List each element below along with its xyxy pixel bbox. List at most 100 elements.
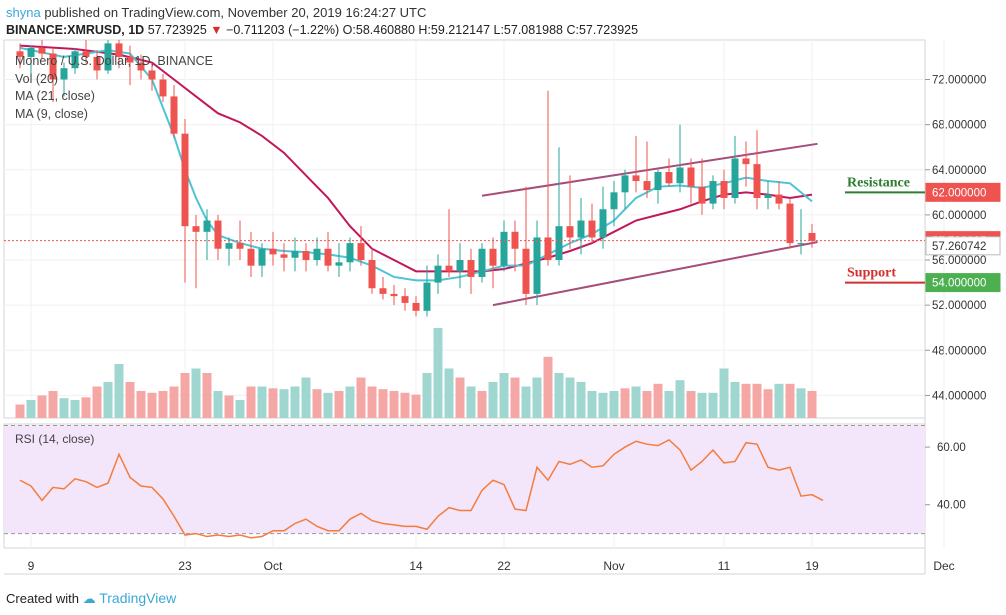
symbol-name: BINANCE:XMRUSD, 1D (6, 23, 145, 37)
publish-text: published on TradingView.com, November 2… (44, 5, 427, 20)
price-tick-label: 68.000000 (932, 120, 986, 132)
volume-bar (598, 392, 608, 418)
price-tick-label: 52.000000 (932, 300, 986, 312)
tradingview-brand[interactable]: TradingView (99, 590, 177, 606)
volume-bar (202, 373, 212, 418)
candle-body (247, 248, 255, 266)
candle-body (357, 243, 365, 261)
candle-body (181, 133, 189, 227)
candle-body (511, 231, 519, 249)
candle-body (104, 43, 112, 71)
volume-bar (543, 356, 553, 418)
candle-body (192, 226, 200, 232)
annotation-label: Support (847, 266, 896, 281)
volume-bar (48, 391, 58, 418)
indicator-legend: Monero / U.S. Dollar, 1D, BINANCE Vol (2… (15, 53, 213, 123)
candle-body (544, 237, 552, 261)
price-tick-label: 60.000000 (932, 210, 986, 222)
volume-bar (301, 377, 311, 418)
candle-body (621, 175, 629, 193)
candle-body (665, 172, 673, 184)
candle-body (313, 248, 321, 261)
candle-body (38, 47, 46, 54)
candle-body (335, 262, 343, 266)
ma9-label[interactable]: MA (9, close) (15, 106, 88, 121)
volume-bar (686, 391, 696, 418)
rsi-line (19, 438, 824, 539)
price-change: −0.711203 (−1.22%) (226, 23, 340, 37)
volume-bar (158, 391, 168, 418)
volume-bar (433, 328, 443, 418)
candle-body (258, 248, 266, 266)
volume-bar (565, 377, 575, 418)
candle-body (445, 265, 453, 272)
candle-body (71, 51, 79, 69)
down-arrow-icon: ▼ (210, 23, 223, 37)
channel-trendline (492, 240, 818, 307)
last-price: 57.723925 (147, 23, 207, 37)
volume-bar (719, 368, 729, 418)
time-tick-label: 14 (409, 559, 423, 573)
candle-body (731, 158, 739, 198)
volume-bar (81, 397, 91, 418)
volume-bar (235, 400, 245, 418)
time-tick-label: 19 (805, 559, 819, 573)
volume-bar (334, 391, 344, 418)
ma9-line (19, 46, 813, 282)
candle-body (577, 220, 585, 238)
volume-bar (675, 380, 685, 418)
price-tag-label: 62.000000 (932, 187, 986, 199)
candle-body (225, 243, 233, 249)
volume-bar (631, 386, 641, 418)
candle-body (720, 181, 728, 198)
candle-body (764, 194, 772, 198)
volume-bar (92, 386, 102, 418)
volume-bar (103, 382, 113, 418)
candle-body (423, 282, 431, 311)
rsi-tick-label: 40.00 (937, 500, 966, 512)
volume-bar (345, 386, 355, 418)
candle-body (654, 172, 662, 191)
volume-bar (455, 377, 465, 418)
candle-body (214, 220, 222, 249)
vol-label[interactable]: Vol (20) (15, 71, 59, 86)
candle-body (808, 232, 816, 241)
candle-body (786, 203, 794, 244)
candle-body (489, 248, 497, 266)
volume-bar (796, 388, 806, 418)
rsi-label[interactable]: RSI (14, close) (15, 432, 95, 446)
price-tick-label: 72.000000 (932, 74, 986, 86)
candle-body (93, 56, 101, 71)
volume-bar (312, 389, 322, 418)
volume-bar (411, 394, 421, 418)
volume-bar (422, 373, 432, 418)
price-tag-label: 57.260742 (932, 241, 986, 253)
author-name[interactable]: shyna (6, 5, 41, 20)
volume-bar (664, 391, 674, 418)
volume-bar (466, 386, 476, 418)
candle-body (478, 248, 486, 277)
volume-bar (697, 392, 707, 418)
candle-body (412, 302, 420, 311)
volume-bar (389, 391, 399, 418)
time-tick-label: 23 (178, 559, 192, 573)
candle-body (467, 260, 475, 277)
candle-body (148, 70, 156, 80)
candle-body (269, 248, 277, 255)
volume-bar (642, 391, 652, 418)
channel-trendline (481, 142, 818, 197)
created-with-text: Created with (6, 591, 79, 606)
volume-bar (290, 386, 300, 418)
candle-body (49, 53, 57, 80)
volume-bar (807, 391, 817, 418)
volume-bar (213, 391, 223, 418)
candle-body (698, 186, 706, 204)
tradingview-logo-icon: ☁ (82, 591, 96, 606)
volume-bar (147, 392, 157, 418)
candle-body (60, 68, 68, 80)
volume-bar (279, 389, 289, 418)
ma21-label[interactable]: MA (21, close) (15, 89, 95, 103)
time-tick-label: 11 (718, 559, 731, 573)
price-tick-label: 44.000000 (932, 390, 986, 402)
